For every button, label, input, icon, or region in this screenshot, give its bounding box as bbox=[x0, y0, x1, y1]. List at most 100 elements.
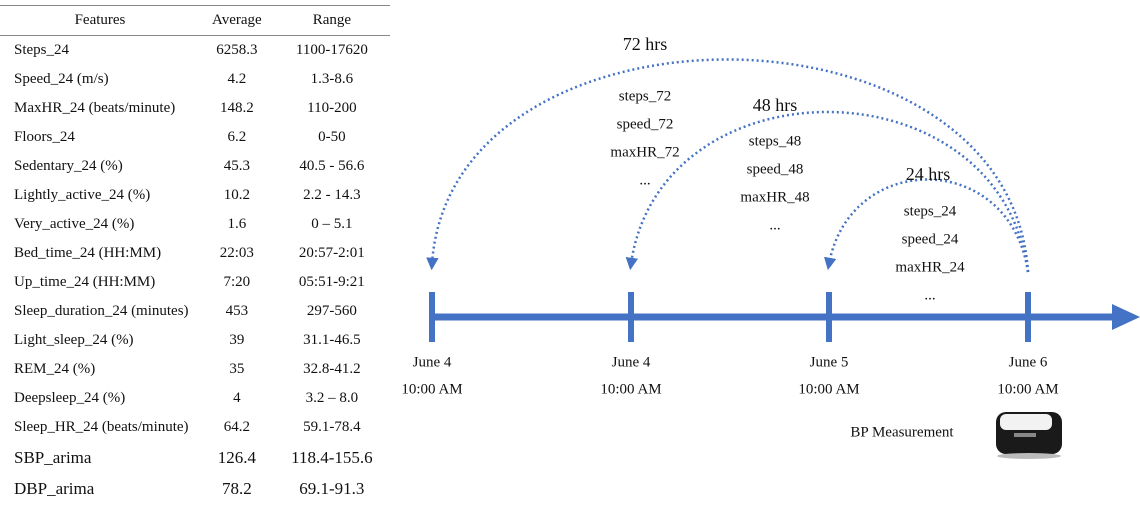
arc-label: 24 hrs bbox=[906, 164, 951, 184]
feature-cell: Steps_24 bbox=[14, 42, 70, 58]
tick-time: 10:00 AM bbox=[997, 381, 1058, 397]
feature-item: speed_72 bbox=[617, 116, 674, 132]
feature-cell: Sedentary_24 (%) bbox=[14, 158, 123, 174]
arc-24 bbox=[823, 178, 1030, 273]
average-cell: 4.2 bbox=[227, 71, 247, 87]
tick-date: June 6 bbox=[1009, 354, 1048, 370]
feature-cell: Floors_24 bbox=[14, 129, 75, 145]
bp-device bbox=[996, 412, 1062, 459]
range-cell: 1.3-8.6 bbox=[310, 71, 354, 87]
range-cell: 05:51-9:21 bbox=[298, 274, 365, 290]
table-row: SBP_arima 126.4 118.4-155.6 bbox=[0, 442, 390, 473]
header-row: Features Average Range bbox=[0, 5, 390, 36]
feature-cell: Lightly_active_24 (%) bbox=[14, 187, 151, 203]
tick-time: 10:00 AM bbox=[600, 381, 661, 397]
feature-item: maxHR_72 bbox=[610, 144, 679, 160]
range-cell: 2.2 - 14.3 bbox=[303, 187, 361, 203]
column-header: Range bbox=[273, 5, 390, 36]
table-row: Very_active_24 (%) 1.6 0 – 5.1 bbox=[0, 210, 390, 239]
table-row: REM_24 (%) 35 32.8-41.2 bbox=[0, 355, 390, 384]
table-row: Speed_24 (m/s) 4.2 1.3-8.6 bbox=[0, 65, 390, 94]
table-row: MaxHR_24 (beats/minute) 148.2 110-200 bbox=[0, 94, 390, 123]
table-row: Sleep_duration_24 (minutes) 453 297-560 bbox=[0, 297, 390, 326]
feature-item: ... bbox=[924, 287, 935, 303]
table-row: Sedentary_24 (%) 45.3 40.5 - 56.6 bbox=[0, 152, 390, 181]
range-cell: 32.8-41.2 bbox=[303, 361, 361, 377]
average-cell: 453 bbox=[225, 303, 249, 319]
table-row: Lightly_active_24 (%) 10.2 2.2 - 14.3 bbox=[0, 181, 390, 210]
average-cell: 10.2 bbox=[223, 187, 250, 203]
table-row: Floors_24 6.2 0-50 bbox=[0, 123, 390, 152]
average-cell: 126.4 bbox=[217, 448, 256, 467]
tick-date: June 4 bbox=[612, 354, 651, 370]
range-cell: 297-560 bbox=[306, 303, 357, 319]
range-cell: 69.1-91.3 bbox=[299, 479, 365, 498]
feature-cell: Bed_time_24 (HH:MM) bbox=[14, 245, 162, 261]
range-cell: 3.2 – 8.0 bbox=[305, 390, 359, 406]
range-cell: 59.1-78.4 bbox=[303, 419, 361, 435]
average-cell: 6258.3 bbox=[216, 42, 258, 58]
feature-cell: DBP_arima bbox=[14, 479, 95, 498]
table-row: Light_sleep_24 (%) 39 31.1-46.5 bbox=[0, 326, 390, 355]
range-cell: 0 – 5.1 bbox=[311, 216, 353, 232]
average-cell: 6.2 bbox=[227, 129, 247, 145]
feature-cell: Deepsleep_24 (%) bbox=[14, 390, 126, 406]
feature-item: steps_24 bbox=[904, 203, 957, 219]
range-cell: 0-50 bbox=[318, 129, 346, 145]
table-row: Bed_time_24 (HH:MM) 22:03 20:57-2:01 bbox=[0, 239, 390, 268]
feature-item: ... bbox=[639, 172, 650, 188]
feature-item: maxHR_48 bbox=[740, 189, 809, 205]
table-row: Steps_24 6258.3 1100-17620 bbox=[0, 36, 390, 66]
table-row: DBP_arima 78.2 69.1-91.3 bbox=[0, 473, 390, 504]
arc-72 bbox=[426, 58, 1030, 273]
range-cell: 118.4-155.6 bbox=[291, 448, 373, 467]
feature-cell: REM_24 (%) bbox=[14, 361, 96, 377]
column-header: Features bbox=[0, 5, 200, 36]
device-label: BP Measurement bbox=[850, 424, 954, 440]
feature-item: steps_48 bbox=[749, 133, 802, 149]
feature-cell: Up_time_24 (HH:MM) bbox=[14, 274, 156, 290]
axis-arrowhead bbox=[1112, 304, 1140, 330]
average-cell: 78.2 bbox=[221, 479, 252, 498]
average-cell: 39 bbox=[229, 332, 245, 348]
arc-label: 72 hrs bbox=[623, 34, 668, 54]
feature-cell: MaxHR_24 (beats/minute) bbox=[14, 100, 176, 116]
table-row: Sleep_HR_24 (beats/minute) 64.2 59.1-78.4 bbox=[0, 413, 390, 442]
table-row: Up_time_24 (HH:MM) 7:20 05:51-9:21 bbox=[0, 268, 390, 297]
feature-cell: Light_sleep_24 (%) bbox=[14, 332, 134, 348]
tick-date: June 5 bbox=[810, 354, 849, 370]
arc-48 bbox=[625, 110, 1030, 273]
feature-cell: SBP_arima bbox=[14, 448, 92, 467]
feature-item: ... bbox=[769, 217, 780, 233]
table-row: Deepsleep_24 (%) 4 3.2 – 8.0 bbox=[0, 384, 390, 413]
average-cell: 4 bbox=[233, 390, 241, 406]
range-cell: 1100-17620 bbox=[295, 42, 368, 58]
range-cell: 110-200 bbox=[307, 100, 357, 116]
feature-item: maxHR_24 bbox=[895, 259, 965, 275]
average-cell: 1.6 bbox=[227, 216, 247, 232]
feature-cell: Sleep_HR_24 (beats/minute) bbox=[14, 419, 189, 435]
average-cell: 45.3 bbox=[223, 158, 250, 174]
feature-cell: Very_active_24 (%) bbox=[14, 216, 135, 232]
feature-cell: Sleep_duration_24 (minutes) bbox=[14, 303, 189, 319]
arc-label: 48 hrs bbox=[753, 95, 798, 115]
column-header: Average bbox=[200, 5, 274, 36]
feature-item: speed_24 bbox=[902, 231, 959, 247]
range-cell: 20:57-2:01 bbox=[298, 245, 365, 261]
range-cell: 40.5 - 56.6 bbox=[299, 158, 365, 174]
range-cell: 31.1-46.5 bbox=[303, 332, 361, 348]
average-cell: 64.2 bbox=[223, 419, 250, 435]
average-cell: 22:03 bbox=[219, 245, 254, 261]
average-cell: 35 bbox=[229, 361, 245, 377]
tick-time: 10:00 AM bbox=[401, 381, 462, 397]
feature-item: steps_72 bbox=[619, 88, 672, 104]
tick-time: 10:00 AM bbox=[798, 381, 859, 397]
feature-item: speed_48 bbox=[747, 161, 804, 177]
feature-cell: Speed_24 (m/s) bbox=[14, 71, 109, 87]
feature-table: Features Average Range Steps_24 6258.3 1100-… bbox=[0, 5, 390, 504]
tick-date: June 4 bbox=[413, 354, 452, 370]
average-cell: 148.2 bbox=[219, 100, 254, 116]
average-cell: 7:20 bbox=[223, 274, 251, 290]
